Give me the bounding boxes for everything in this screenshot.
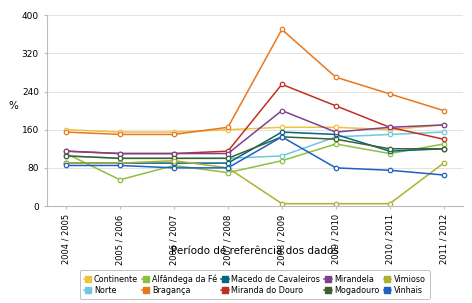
Text: Período de referência dos dados: Período de referência dos dados [171,246,339,257]
Y-axis label: %: % [8,101,18,111]
Legend: Continente, Norte, Alfândega da Fé, Bragança, Macedo de Cavaleiros, Miranda do D: Continente, Norte, Alfândega da Fé, Brag… [80,270,430,299]
